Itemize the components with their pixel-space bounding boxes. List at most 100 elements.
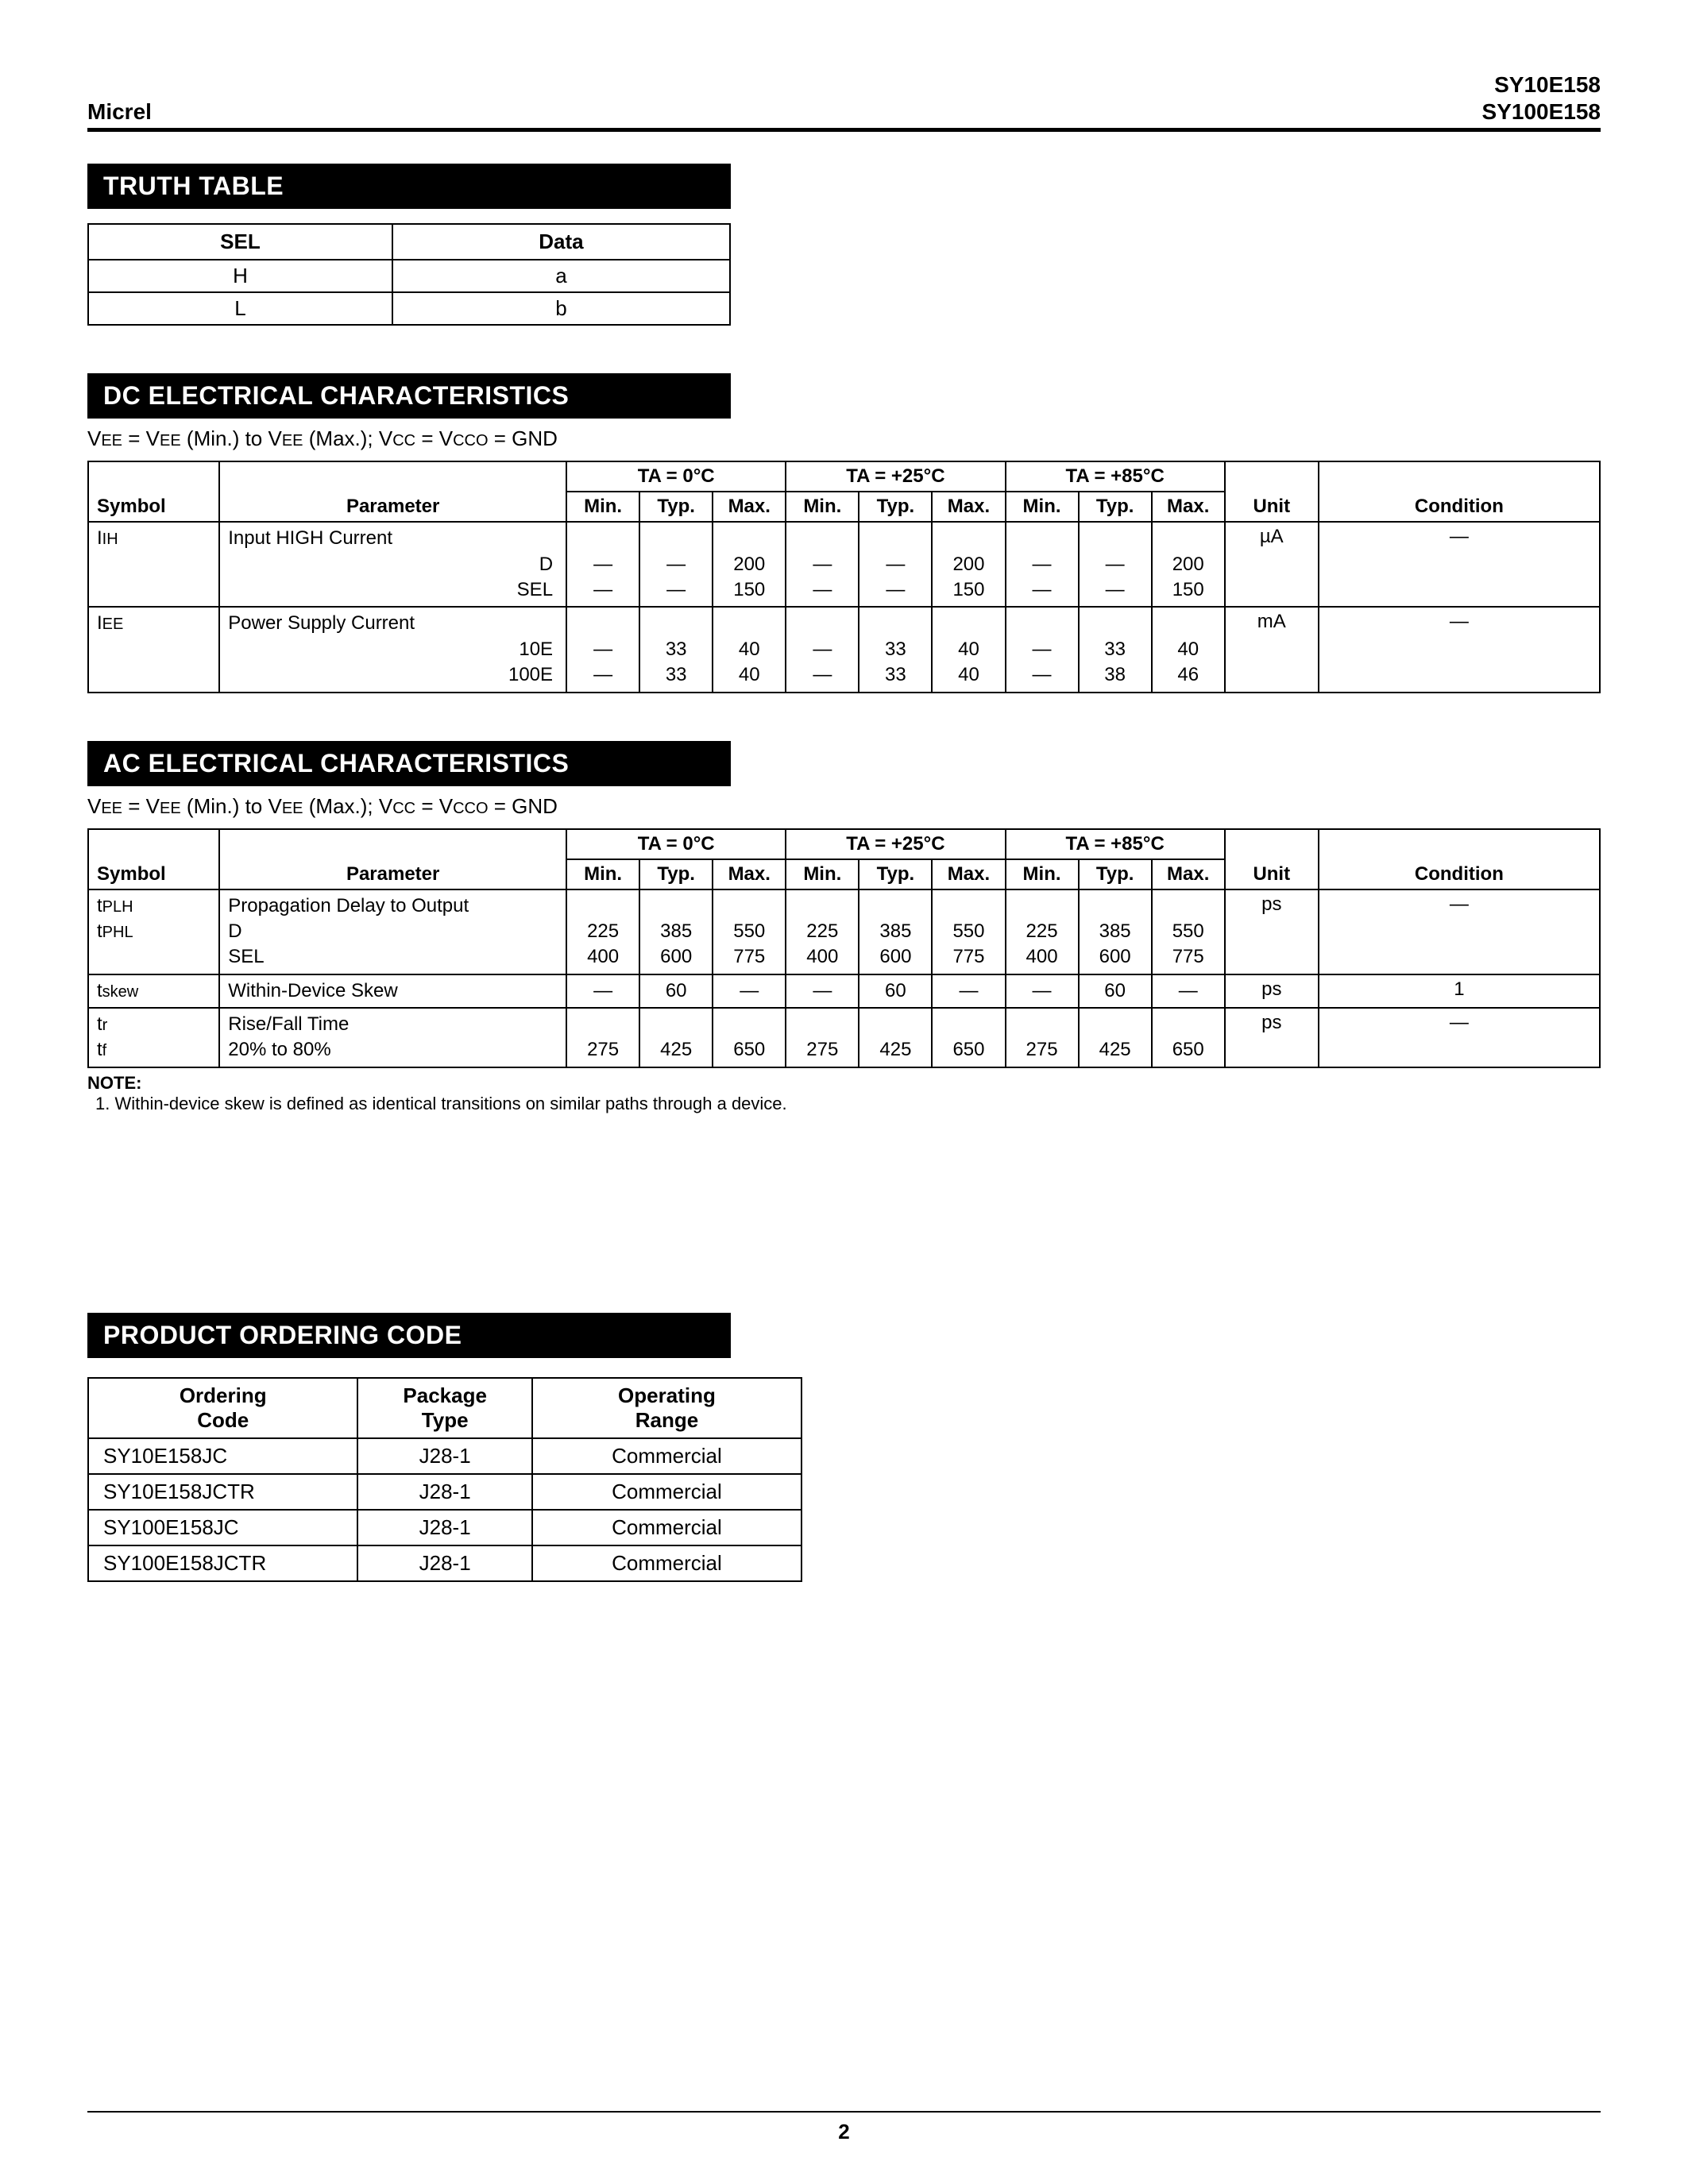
col-header: Symbol	[88, 829, 219, 889]
cell: H	[88, 260, 392, 292]
col-header: PackageType	[357, 1378, 531, 1438]
symbol-cell: trtf	[88, 1008, 219, 1067]
company-name: Micrel	[87, 99, 152, 125]
value-cell: ——	[1006, 522, 1079, 607]
table-row: trtfRise/Fall Time20% to 80% 275 425 650…	[88, 1008, 1600, 1067]
value-cell: ——	[786, 522, 859, 607]
dc-table: Symbol Parameter TA = 0°C TA = +25°C TA …	[87, 461, 1601, 693]
table-row: IIHInput HIGH CurrentDSEL —— —— 200150 —…	[88, 522, 1600, 607]
value-cell: 275	[566, 1008, 639, 1067]
value-cell: 3333	[639, 607, 713, 692]
value-cell: 4040	[713, 607, 786, 692]
value-cell: 425	[639, 1008, 713, 1067]
unit-cell: ps	[1225, 1008, 1319, 1067]
page-header: Micrel SY10E158 SY100E158	[87, 71, 1601, 125]
value-cell: ——	[639, 522, 713, 607]
value-cell: —	[713, 974, 786, 1008]
temp-header: TA = +85°C	[1006, 461, 1225, 492]
value-cell: 650	[932, 1008, 1005, 1067]
cell: SY100E158JC	[88, 1510, 357, 1545]
dc-title: DC ELECTRICAL CHARACTERISTICS	[87, 373, 731, 419]
table-row: OrderingCode PackageType OperatingRange	[88, 1378, 802, 1438]
cell: J28-1	[357, 1510, 531, 1545]
temp-header: TA = 0°C	[566, 829, 786, 859]
poc-table: OrderingCode PackageType OperatingRange …	[87, 1377, 802, 1582]
table-row: IEEPower Supply Current10E100E —— 3333 4…	[88, 607, 1600, 692]
sub-header: Typ.	[859, 859, 932, 889]
condition-cell: —	[1319, 607, 1600, 692]
value-cell: ——	[1006, 607, 1079, 692]
parameter-cell: Power Supply Current10E100E	[219, 607, 566, 692]
value-cell: ——	[566, 607, 639, 692]
sub-header: Typ.	[639, 492, 713, 522]
value-cell: 4046	[1152, 607, 1225, 692]
condition-cell: —	[1319, 889, 1600, 974]
value-cell: —	[1152, 974, 1225, 1008]
col-header: OperatingRange	[532, 1378, 802, 1438]
cell: J28-1	[357, 1474, 531, 1510]
value-cell: ——	[786, 607, 859, 692]
value-cell: 385600	[639, 889, 713, 974]
cell: SY10E158JCTR	[88, 1474, 357, 1510]
sub-header: Typ.	[1079, 492, 1152, 522]
cell: b	[392, 292, 730, 325]
col-header: SEL	[88, 224, 392, 260]
temp-header: TA = +25°C	[786, 829, 1005, 859]
table-row: H a	[88, 260, 730, 292]
header-rule	[87, 128, 1601, 132]
symbol-cell: tskew	[88, 974, 219, 1008]
value-cell: 200150	[932, 522, 1005, 607]
parameter-cell: Rise/Fall Time20% to 80%	[219, 1008, 566, 1067]
sub-header: Typ.	[859, 492, 932, 522]
col-header: Condition	[1319, 829, 1600, 889]
cell: SY100E158JCTR	[88, 1545, 357, 1581]
value-cell: 3338	[1079, 607, 1152, 692]
unit-cell: mA	[1225, 607, 1319, 692]
ac-table: Symbol Parameter TA = 0°C TA = +25°C TA …	[87, 828, 1601, 1068]
table-row: L b	[88, 292, 730, 325]
table-row: Symbol Parameter TA = 0°C TA = +25°C TA …	[88, 829, 1600, 859]
cell: Commercial	[532, 1545, 802, 1581]
unit-cell: ps	[1225, 889, 1319, 974]
value-cell: 4040	[932, 607, 1005, 692]
value-cell: 60	[639, 974, 713, 1008]
col-header: Data	[392, 224, 730, 260]
sub-header: Typ.	[1079, 859, 1152, 889]
value-cell: 550775	[1152, 889, 1225, 974]
col-header: Symbol	[88, 461, 219, 522]
value-cell: ——	[859, 522, 932, 607]
value-cell: 385600	[1079, 889, 1152, 974]
value-cell: 60	[859, 974, 932, 1008]
value-cell: 425	[859, 1008, 932, 1067]
value-cell: 550775	[932, 889, 1005, 974]
value-cell: 225400	[566, 889, 639, 974]
value-cell: —	[566, 974, 639, 1008]
value-cell: 200150	[1152, 522, 1225, 607]
value-cell: —	[786, 974, 859, 1008]
table-row: SY100E158JCJ28-1Commercial	[88, 1510, 802, 1545]
col-header: Condition	[1319, 461, 1600, 522]
table-row: SY100E158JCTRJ28-1Commercial	[88, 1545, 802, 1581]
ac-title: AC ELECTRICAL CHARACTERISTICS	[87, 741, 731, 786]
poc-title: PRODUCT ORDERING CODE	[87, 1313, 731, 1358]
table-row: tPLHtPHLPropagation Delay to OutputDSEL …	[88, 889, 1600, 974]
condition-cell: 1	[1319, 974, 1600, 1008]
sub-header: Min.	[1006, 859, 1079, 889]
unit-cell: ps	[1225, 974, 1319, 1008]
sub-header: Min.	[786, 859, 859, 889]
footer-rule	[87, 2111, 1601, 2113]
cell: a	[392, 260, 730, 292]
value-cell: 550775	[713, 889, 786, 974]
parameter-cell: Within-Device Skew	[219, 974, 566, 1008]
dc-condition-line: VEE = VEE (Min.) to VEE (Max.); VCC = VC…	[87, 426, 1601, 451]
cell: J28-1	[357, 1545, 531, 1581]
col-header: Parameter	[219, 829, 566, 889]
value-cell: —	[932, 974, 1005, 1008]
page-number: 2	[0, 2120, 1688, 2144]
col-header: Unit	[1225, 829, 1319, 889]
part-number-2: SY100E158	[1482, 98, 1601, 125]
value-cell: 225400	[1006, 889, 1079, 974]
value-cell: —	[1006, 974, 1079, 1008]
cell: SY10E158JC	[88, 1438, 357, 1474]
cell: Commercial	[532, 1438, 802, 1474]
